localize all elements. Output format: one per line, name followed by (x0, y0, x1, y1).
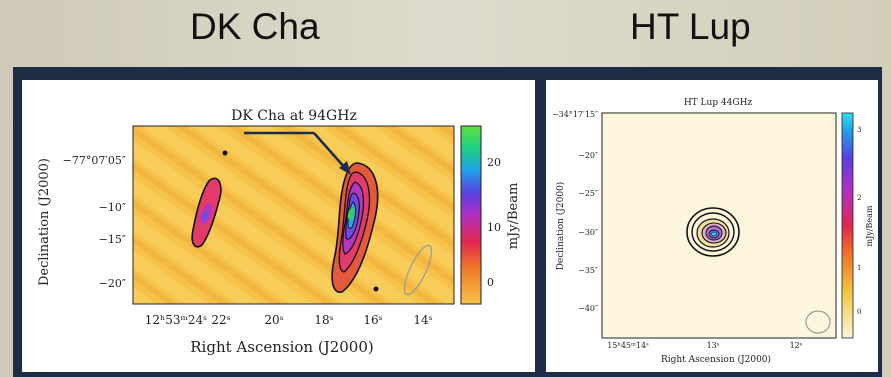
x-tick: 14ˢ (413, 313, 432, 327)
y-tick: −40″ (578, 304, 598, 313)
y-tick-labels: −77°07′05″ −10″ −15″ −20″ (63, 154, 126, 290)
x-tick: 12ˢ (790, 341, 803, 350)
left-source-emission (191, 177, 222, 248)
colorbar-label: mJy/Beam (865, 205, 874, 246)
x-tick: 20ˢ (264, 313, 283, 327)
colorbar-tick: 20 (487, 156, 501, 169)
y-tick-labels: −34°17′15″ −20″ −25″ −30″ −35″ −40″ (552, 110, 598, 313)
y-tick: −25″ (578, 189, 598, 198)
ht-lup-source-contours (686, 207, 740, 257)
colorbar-tick: 0 (487, 276, 494, 289)
y-axis-label: Declination (J2000) (555, 182, 566, 271)
ht-lup-map: HT Lup 44GHz −34°17′15″ −20″ −25″ −30″ −… (552, 98, 874, 365)
y-tick: −20″ (99, 277, 126, 290)
dk-cha-map-panel: DK Cha at 94GHz −77°07′05″ −10″ −15″ −20… (22, 80, 535, 372)
dk-cha-plot-title: DK Cha at 94GHz (231, 108, 357, 124)
colorbar-tick: 10 (487, 221, 501, 234)
y-tick: −30″ (578, 228, 598, 237)
y-tick: −77°07′05″ (63, 154, 126, 167)
beam-ellipse (403, 244, 433, 296)
colorbar (841, 112, 854, 339)
beam-ellipse (805, 310, 831, 334)
colorbar-label: mJy/Beam (506, 183, 521, 250)
x-tick: 16ˢ (363, 313, 382, 327)
noise-dot (373, 286, 379, 292)
x-tick-labels: 12ʰ53ᵐ24ˢ 22ˢ 20ˢ 18ˢ 16ˢ 14ˢ (145, 313, 433, 327)
colorbar-tick: 1 (857, 264, 861, 272)
x-tick: 15ʰ45ᵐ14ˢ (607, 341, 649, 350)
x-axis-label: Right Ascension (J2000) (661, 354, 771, 365)
ht-lup-plot-title: HT Lup 44GHz (684, 98, 753, 108)
right-slide-title: HT Lup (630, 6, 751, 47)
x-axis-label: Right Ascension (J2000) (190, 338, 373, 356)
x-tick: 22ˢ (211, 313, 230, 327)
x-tick: 18ˢ (314, 313, 333, 327)
colorbar (460, 125, 482, 305)
colorbar-tick: 3 (857, 126, 861, 134)
y-tick: −10″ (99, 201, 126, 214)
map-area (132, 125, 455, 305)
main-source-emission (331, 162, 379, 293)
colorbar-tick: 0 (857, 308, 861, 316)
y-tick: −35″ (578, 266, 598, 275)
x-tick: 13ˢ (707, 341, 720, 350)
y-tick: −34°17′15″ (552, 110, 598, 119)
y-axis-label: Declination (J2000) (37, 158, 52, 286)
x-tick: 12ʰ53ᵐ24ˢ (145, 313, 207, 327)
x-tick-labels: 15ʰ45ᵐ14ˢ 13ˢ 12ˢ (607, 341, 803, 350)
annotation-arrow (244, 131, 351, 175)
ht-lup-map-panel: HT Lup 44GHz −34°17′15″ −20″ −25″ −30″ −… (546, 80, 878, 372)
colorbar-tick: 2 (857, 194, 861, 202)
y-tick: −20″ (578, 151, 598, 160)
noise-dot (222, 150, 228, 156)
y-tick: −15″ (99, 233, 126, 246)
dk-cha-map: DK Cha at 94GHz −77°07′05″ −10″ −15″ −20… (37, 108, 521, 356)
left-slide-title: DK Cha (190, 6, 320, 47)
